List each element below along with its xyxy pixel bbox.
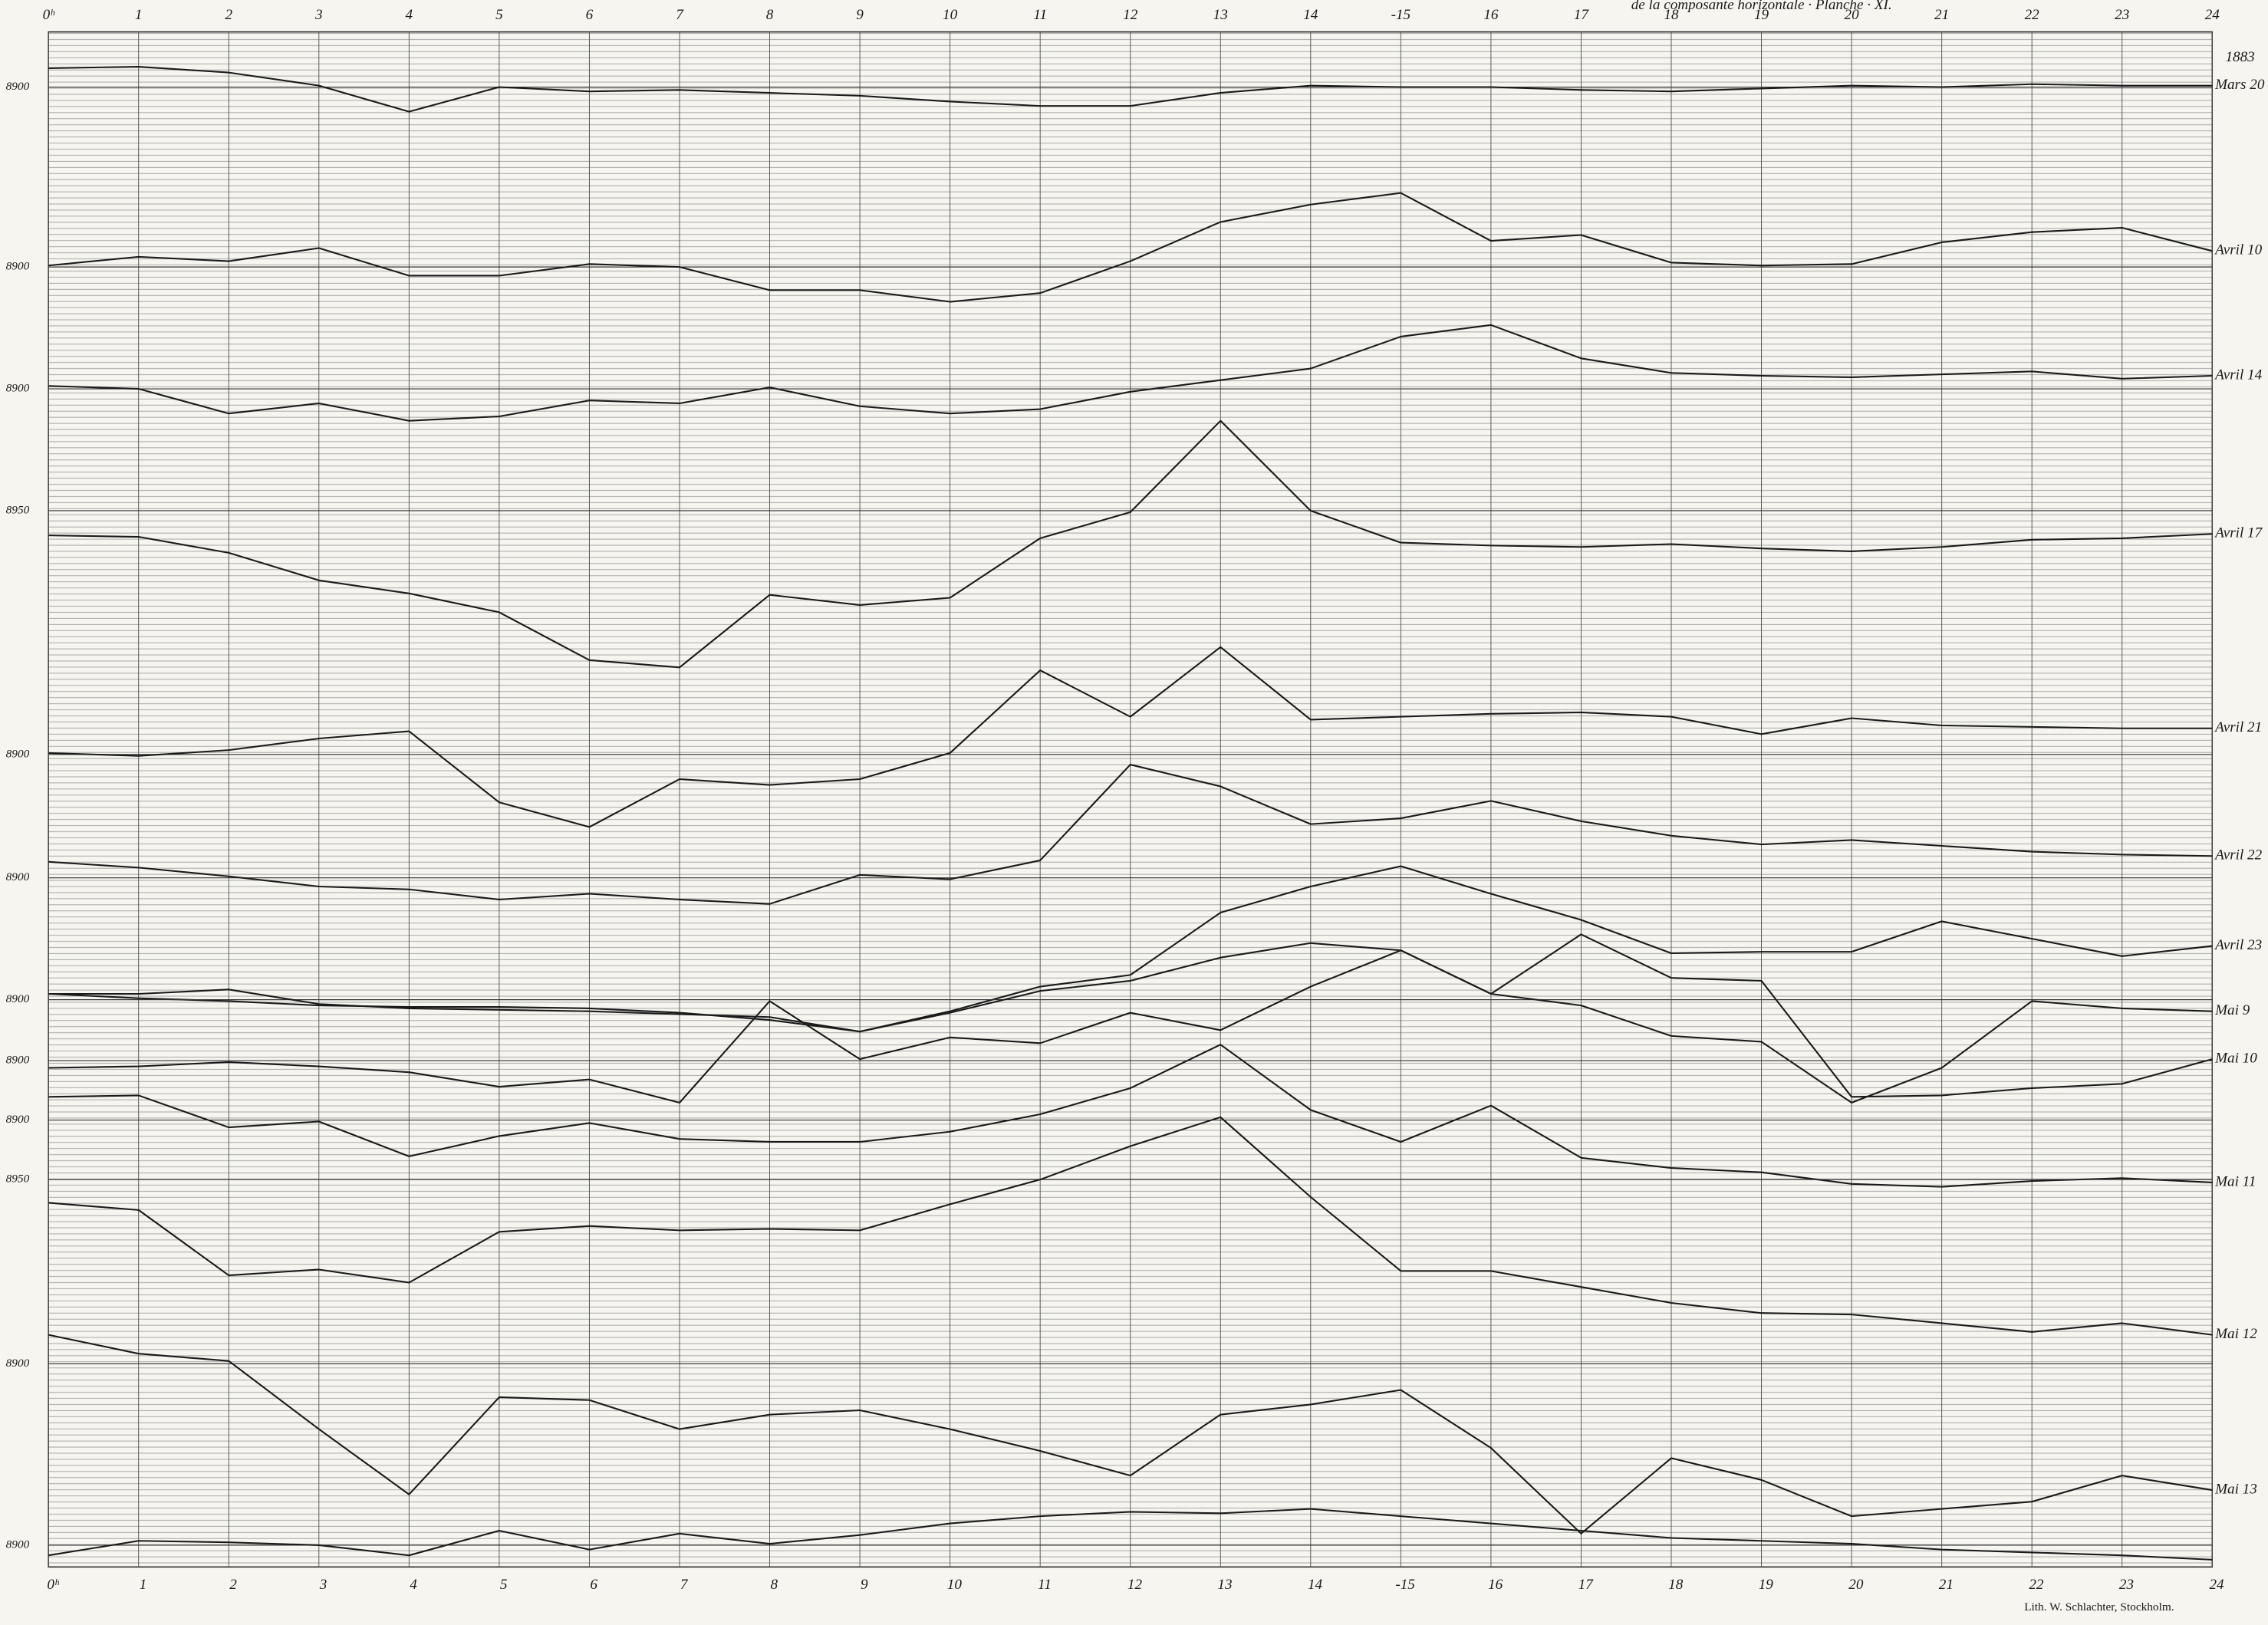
curve [48,865,2213,1033]
series-name: Avril 21 [2214,719,2262,735]
series-name: Mai 12 [2214,1326,2257,1342]
hour-label-top: 7 [676,7,684,23]
curve [48,646,2213,828]
reference-label: 8900 [6,1357,30,1370]
hour-label-top: 2 [225,7,232,23]
curve [48,933,2213,1104]
hour-label-top: 3 [314,7,323,23]
hour-label-bottom: 1 [140,1577,147,1593]
hour-label-top: 11 [1033,7,1047,23]
hour-label-top: 8 [766,7,774,23]
curve [48,1508,2213,1561]
reference-label: 8950 [6,504,30,517]
hour-label-bottom: 6 [590,1577,597,1593]
series-name: Avril 14 [2214,367,2263,383]
reference-label: 8900 [6,1113,30,1126]
series-name: Mai 10 [2214,1051,2257,1067]
hour-label-top: -15 [1391,7,1411,23]
hour-label-top: 10 [943,7,958,23]
hour-label-top: 19 [1754,7,1769,23]
hour-label-bottom: 0ʰ [47,1577,59,1593]
hour-label-bottom: 17 [1578,1577,1595,1593]
hour-label-top: 18 [1664,7,1679,23]
hour-label-bottom: 18 [1668,1577,1684,1593]
curve [48,65,2213,113]
hour-label-bottom: 24 [2209,1577,2224,1593]
hour-label-top: 5 [495,7,503,23]
hour-label-bottom: 21 [1939,1577,1954,1593]
reference-label: 8900 [6,1054,30,1067]
curve [48,942,2213,1104]
series-name: Mai 11 [2214,1173,2256,1189]
hour-label-top: 23 [2115,7,2129,23]
hour-label-top: 20 [1845,7,1860,23]
curve [48,1044,2213,1188]
hour-label-bottom: 12 [1127,1577,1143,1593]
hour-label-bottom: 3 [319,1577,328,1593]
hour-label-bottom: 2 [229,1577,237,1593]
header: de la composante horizontale · Planche ·… [1631,0,1892,13]
hour-label-bottom: 13 [1217,1577,1232,1593]
series-name: Mai 13 [2214,1481,2257,1497]
curve [48,192,2213,303]
series-name: Avril 17 [2214,525,2263,541]
hour-label-bottom: 14 [1308,1577,1323,1593]
hour-label-bottom: 4 [410,1577,417,1593]
hour-label-bottom: 7 [680,1577,689,1593]
hour-label-top: 12 [1123,7,1138,23]
hour-label-top: 17 [1574,7,1590,23]
hour-label-bottom: 11 [1038,1577,1052,1593]
curve [48,324,2213,422]
hour-label-top: 16 [1483,7,1499,23]
hour-label-top: 21 [1934,7,1949,23]
hour-label-top: 4 [406,7,413,23]
hour-label-top: 0ʰ [43,7,55,23]
hour-label-top: 9 [856,7,864,23]
hour-label-bottom: 10 [947,1577,963,1593]
curve [48,1116,2213,1336]
hour-label-top: 13 [1213,7,1228,23]
series-name: Avril 23 [2214,937,2262,953]
reference-label: 8900 [6,1538,30,1551]
curve [48,764,2213,905]
hour-label-bottom: 19 [1759,1577,1774,1593]
hour-label-top: 14 [1303,7,1318,23]
reference-label: 8900 [6,80,30,93]
hour-label-top: 24 [2205,7,2220,23]
reference-label: 8900 [6,870,30,883]
hour-label-bottom: 22 [2029,1577,2044,1593]
plot: 0ʰ0ʰ112233445566778899101011111212131314… [6,7,2265,1593]
reference-label: 8950 [6,1173,30,1186]
series-name: Mai 9 [2214,1002,2250,1018]
hour-label-bottom: 16 [1488,1577,1503,1593]
hour-label-top: 22 [2025,7,2040,23]
hour-label-bottom: 20 [1848,1577,1864,1593]
hour-label-bottom: 23 [2119,1577,2134,1593]
series-name: Mars 20 [2214,77,2265,93]
reference-label: 8900 [6,260,30,273]
hour-label-bottom: 5 [500,1577,508,1593]
hour-label-bottom: -15 [1395,1577,1415,1593]
hour-label-top: 1 [135,7,143,23]
reference-label: 8900 [6,382,30,395]
reference-label: 8900 [6,747,30,760]
hour-label-top: 6 [586,7,594,23]
year: 1883 [2226,49,2255,65]
series-name: Avril 22 [2214,847,2263,863]
hour-label-bottom: 8 [770,1577,778,1593]
curve [48,1334,2213,1535]
curve [48,419,2213,669]
series-name: Avril 10 [2214,242,2263,258]
hour-label-bottom: 9 [861,1577,868,1593]
credit: Lith. W. Schlachter, Stockholm. [2024,1600,2174,1613]
reference-label: 8900 [6,992,30,1005]
